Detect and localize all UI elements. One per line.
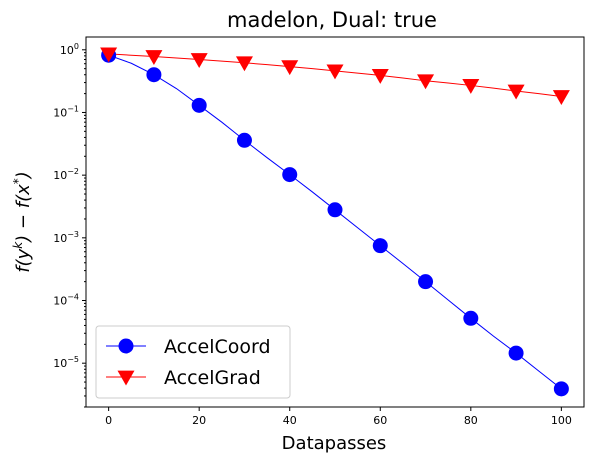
- y-axis-label: f(yk) − f(x*): [11, 171, 34, 273]
- accelcoord-point: [282, 167, 298, 183]
- accelcoord-point: [191, 97, 207, 113]
- legend-marker-accelgrad: [117, 370, 135, 386]
- legend-box: [95, 325, 291, 399]
- x-tick-label: 20: [192, 414, 206, 427]
- y-tick-label: 10−3: [53, 230, 79, 245]
- y-axis: 10−5 10−4 10−3 10−2 10−1 100: [53, 42, 86, 408]
- x-tick-label: 0: [105, 414, 112, 427]
- y-tick-label: 10−4: [53, 293, 79, 308]
- series-markers: [100, 47, 570, 397]
- x-tick-label: 100: [551, 414, 572, 427]
- legend: AccelCoord AccelGrad: [95, 325, 291, 399]
- accelcoord-point: [553, 381, 569, 397]
- x-tick-label: 40: [283, 414, 297, 427]
- y-tick-label: 10−1: [53, 104, 79, 119]
- legend-label-accelcoord: AccelCoord: [164, 336, 271, 358]
- accelgrad-point: [326, 64, 344, 80]
- legend-marker-accelcoord: [118, 338, 134, 354]
- x-axis-label: Datapasses: [282, 433, 387, 454]
- accelcoord-point: [508, 345, 524, 361]
- x-axis: 0 20 40 60 80 100: [105, 407, 572, 427]
- accelgrad-point: [100, 47, 118, 63]
- accelcoord-point: [327, 202, 343, 218]
- legend-label-accelgrad: AccelGrad: [164, 367, 261, 389]
- accelgrad-point: [371, 69, 389, 84]
- accelgrad-point: [145, 50, 163, 66]
- y-tick-label: 10−5: [53, 355, 79, 370]
- accelcoord-point: [236, 132, 252, 148]
- accelcoord-point: [146, 67, 162, 83]
- x-tick-label: 80: [464, 414, 478, 427]
- accelcoord-point: [418, 274, 434, 290]
- accelgrad-point: [417, 74, 435, 90]
- accelgrad-point: [462, 79, 480, 94]
- accelcoord-point: [372, 238, 388, 254]
- accelgrad-point: [552, 90, 570, 105]
- accelgrad-point: [507, 84, 525, 100]
- x-tick-label: 60: [373, 414, 387, 427]
- y-tick-label: 10−2: [53, 167, 79, 182]
- accelcoord-point: [463, 310, 479, 326]
- accelgrad-point: [281, 60, 299, 76]
- y-tick-label: 100: [60, 42, 79, 57]
- accelgrad-point: [190, 53, 208, 69]
- accelgrad-point: [235, 56, 253, 72]
- chart-title: madelon, Dual: true: [227, 8, 437, 32]
